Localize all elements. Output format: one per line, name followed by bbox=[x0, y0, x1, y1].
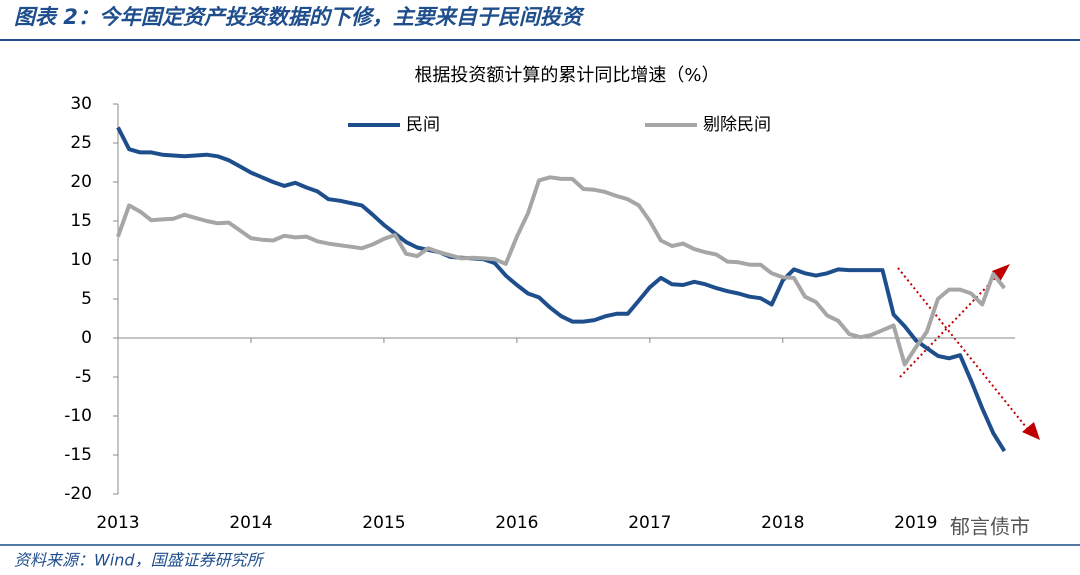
x-tick-label: 2014 bbox=[229, 513, 272, 533]
y-tick-label: -5 bbox=[75, 367, 92, 387]
page-title: 图表 2：今年固定资产投资数据的下修，主要来自于民间投资 bbox=[14, 5, 585, 29]
y-tick-label: 30 bbox=[70, 94, 92, 114]
legend-label: 剔除民间 bbox=[703, 115, 771, 135]
y-tick-label: -15 bbox=[64, 445, 92, 465]
legend-label: 民间 bbox=[406, 115, 440, 135]
source: 资料来源：Wind，国盛证券研究所 bbox=[14, 551, 266, 570]
line-series bbox=[116, 126, 1007, 453]
line-series bbox=[116, 175, 1006, 367]
y-tick-label: -20 bbox=[64, 484, 92, 504]
watermark: 郁言债市 bbox=[950, 515, 1030, 539]
y-tick-label: 10 bbox=[70, 250, 92, 270]
arrow-head bbox=[992, 264, 1010, 282]
y-tick-label: 0 bbox=[81, 328, 92, 348]
arrow-head bbox=[1022, 422, 1040, 440]
annotation-arrows bbox=[897, 267, 1031, 433]
x-tick-label: 2015 bbox=[362, 513, 405, 533]
y-tick-label: 15 bbox=[70, 211, 92, 231]
x-tick-label: 2018 bbox=[761, 513, 804, 533]
x-tick-label: 2017 bbox=[628, 513, 671, 533]
x-tick-label: 2013 bbox=[96, 513, 139, 533]
y-tick-label: 5 bbox=[81, 289, 92, 309]
x-tick-label: 2019 bbox=[894, 513, 937, 533]
y-tick-label: -10 bbox=[64, 406, 92, 426]
y-tick-label: 20 bbox=[70, 172, 92, 192]
y-tick-label: 25 bbox=[70, 133, 92, 153]
x-tick-label: 2016 bbox=[495, 513, 538, 533]
chart-title: 根据投资额计算的累计同比增速（%） bbox=[414, 65, 719, 86]
